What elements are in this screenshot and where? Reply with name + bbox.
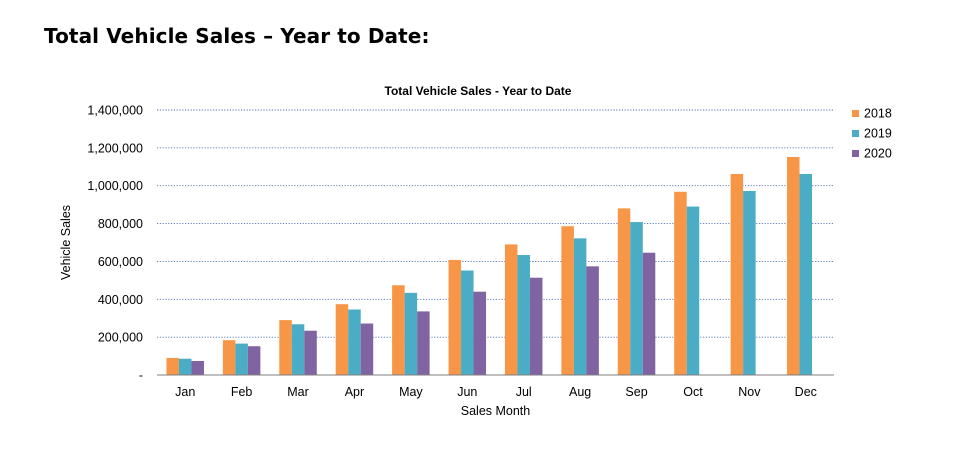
bar-2019-apr bbox=[348, 309, 361, 375]
bar-2019-sep bbox=[630, 222, 643, 375]
bar-2018-mar bbox=[279, 320, 292, 375]
bar-2020-aug bbox=[586, 266, 599, 375]
x-tick-label: Jul bbox=[516, 385, 532, 399]
x-tick-label: Mar bbox=[287, 385, 309, 399]
bar-2020-feb bbox=[247, 346, 261, 375]
y-tick-label: 1,200,000 bbox=[87, 141, 143, 155]
x-tick-label: Feb bbox=[231, 385, 253, 399]
y-tick-label: 1,400,000 bbox=[87, 104, 143, 118]
bar-2018-jun bbox=[448, 259, 462, 375]
y-tick-label: 400,000 bbox=[98, 293, 143, 307]
bar-2018-nov bbox=[730, 173, 744, 375]
bar-2020-sep bbox=[642, 252, 656, 375]
bar-2019-may bbox=[404, 292, 418, 375]
bar-2019-jun bbox=[461, 270, 474, 375]
y-tick-label: 200,000 bbox=[98, 331, 143, 345]
gridlines bbox=[157, 109, 834, 338]
x-tick-label: Oct bbox=[683, 385, 703, 399]
chart-title: Total Vehicle Sales - Year to Date bbox=[385, 84, 572, 98]
legend: 2018 2019 2020 bbox=[852, 107, 892, 161]
x-tick-label: Aug bbox=[569, 385, 591, 399]
bar-2019-jul bbox=[517, 254, 530, 375]
y-tick-label: 600,000 bbox=[98, 255, 143, 269]
legend-swatch-2020 bbox=[852, 150, 859, 157]
bar-2018-aug bbox=[561, 226, 574, 375]
bar-2019-nov bbox=[743, 191, 756, 375]
bar-2018-feb bbox=[222, 340, 236, 375]
bar-2018-sep bbox=[617, 208, 631, 375]
x-axis-label: Sales Month bbox=[461, 404, 531, 418]
bar-2020-apr bbox=[360, 323, 374, 375]
legend-label-2019: 2019 bbox=[864, 127, 892, 141]
y-tick-label: 1,000,000 bbox=[87, 179, 143, 193]
x-tick-label: Jan bbox=[175, 385, 195, 399]
y-axis-label: Vehicle Sales bbox=[59, 205, 73, 280]
legend-swatch-2018 bbox=[852, 110, 859, 117]
legend-swatch-2019 bbox=[852, 130, 859, 137]
x-tick-label: Apr bbox=[345, 385, 364, 399]
bars bbox=[166, 156, 813, 375]
bar-2019-feb bbox=[235, 343, 248, 375]
bar-2019-oct bbox=[686, 206, 700, 375]
legend-label-2018: 2018 bbox=[864, 107, 892, 121]
bar-2019-mar bbox=[291, 324, 305, 375]
x-tick-label: Sep bbox=[625, 385, 647, 399]
x-tick-label: Nov bbox=[738, 385, 761, 399]
bar-2020-jan bbox=[191, 360, 204, 375]
x-axis-ticks: Jan Feb Mar Apr May Jun Jul Aug Sep Oct Nov Dec bbox=[175, 385, 817, 399]
bar-2019-aug bbox=[573, 238, 587, 375]
bar-2019-jan bbox=[178, 358, 192, 375]
y-axis-ticks: - 200,000 400,000 600,000 800,000 1,000,000 1,… bbox=[87, 104, 143, 383]
y-tick-label: 800,000 bbox=[98, 217, 143, 231]
bar-2018-jul bbox=[504, 244, 518, 375]
bar-2018-jan bbox=[166, 357, 179, 375]
y-tick-label: - bbox=[139, 369, 143, 383]
bar-2018-may bbox=[392, 285, 405, 375]
bar-2020-may bbox=[417, 311, 430, 375]
bar-2020-mar bbox=[304, 330, 317, 375]
x-tick-label: May bbox=[399, 385, 423, 399]
bar-2019-dec bbox=[799, 173, 813, 375]
page-heading: Total Vehicle Sales – Year to Date: bbox=[44, 24, 430, 48]
legend-label-2020: 2020 bbox=[864, 147, 892, 161]
bar-2020-jul bbox=[529, 277, 543, 375]
bar-2018-dec bbox=[787, 156, 800, 375]
x-tick-label: Dec bbox=[795, 385, 817, 399]
bar-2018-oct bbox=[674, 191, 687, 375]
bar-2018-apr bbox=[335, 304, 349, 375]
bar-2020-jun bbox=[473, 291, 487, 375]
x-tick-label: Jun bbox=[457, 385, 477, 399]
